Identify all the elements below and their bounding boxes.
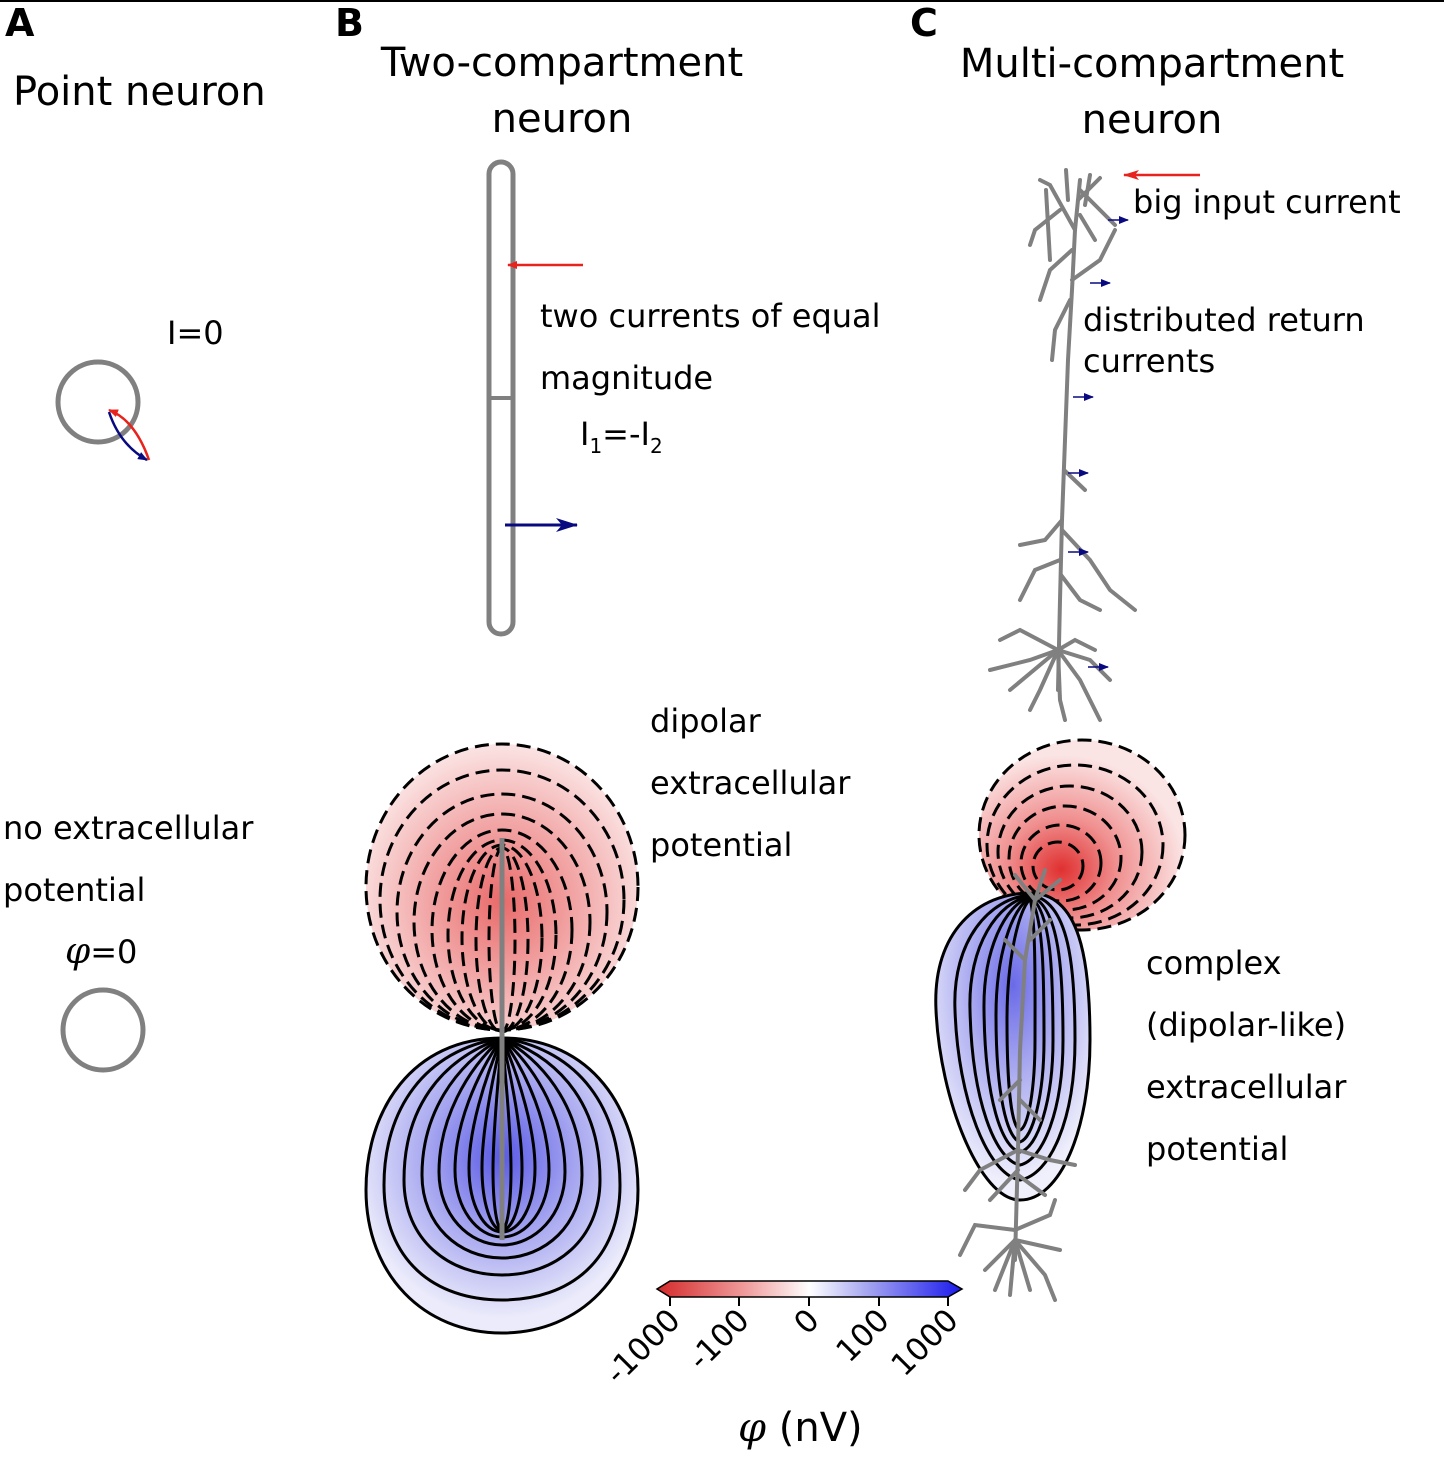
phi-symbol: φ <box>65 931 91 972</box>
tick-label-neg1000: -1000 <box>598 1302 687 1391</box>
panel-c-letter: C <box>910 1 938 45</box>
eq-i1: I <box>580 415 590 453</box>
panel-b-title-line2: neuron <box>491 96 633 142</box>
point-neuron-currents <box>107 408 151 462</box>
colorbar-tick-labels: -1000 -100 0 100 1000 <box>598 1302 965 1391</box>
panel-a-potential-line2: potential <box>3 871 146 909</box>
panel-a-phi-label: φ=0 <box>65 934 137 970</box>
panel-c-potential-line2: (dipolar-like) <box>1146 1006 1347 1044</box>
panel-c-title-line2: neuron <box>1081 97 1223 143</box>
panel-b-potential-line1: dipolar <box>650 702 761 740</box>
phi-value: =0 <box>90 933 138 971</box>
colorbar-unit: (nV) <box>766 1405 863 1451</box>
point-neuron-no-field <box>60 987 146 1073</box>
panel-c-potential-line1: complex <box>1146 944 1282 982</box>
panel-c-return-line1: distributed return <box>1083 301 1365 339</box>
panel-b-potential-line3: potential <box>650 826 793 864</box>
panel-c-potential-line4: potential <box>1146 1130 1289 1168</box>
tick-label-0: 0 <box>787 1302 826 1341</box>
colorbar-label: φ (nV) <box>738 1408 863 1448</box>
panel-c-title-line1: Multi-compartment <box>959 41 1345 87</box>
panel-c-return-line2: currents <box>1083 342 1216 380</box>
pyramidal-neuron-morphology <box>988 168 1137 722</box>
panel-a-potential-line1: no extracellular <box>3 809 254 847</box>
eq-sub1: 1 <box>589 434 603 458</box>
tick-label-1000: 1000 <box>884 1302 965 1383</box>
colorbar-ticks <box>669 1297 949 1306</box>
distributed-return-arrows <box>1068 216 1129 671</box>
top-border <box>0 0 1444 2</box>
panel-b-potential-line2: extracellular <box>650 764 851 802</box>
complex-negative-lobe <box>977 738 1187 932</box>
panel-a-title: Point neuron <box>13 69 266 115</box>
panel-b-currents-line2: magnitude <box>540 359 714 397</box>
two-compartment-cable <box>486 159 516 637</box>
colorbar-phi-symbol: φ <box>738 1405 767 1451</box>
panel-b-currents-line1: two currents of equal <box>540 297 881 335</box>
tick-label-neg100: -100 <box>681 1302 756 1377</box>
panel-a-current-label: I=0 <box>167 314 224 352</box>
point-neuron-soma <box>55 359 141 445</box>
colorbar <box>655 1280 964 1298</box>
panel-c-input-label: big input current <box>1133 183 1401 221</box>
panel-a-letter: A <box>5 1 35 45</box>
eq-mid: =-I <box>602 415 650 453</box>
eq-sub2: 2 <box>649 434 663 458</box>
panel-b-title-line1: Two-compartment <box>380 40 744 86</box>
field-morphology-overlay <box>958 868 1077 1302</box>
panel-c-potential-line3: extracellular <box>1146 1068 1347 1106</box>
panel-b-current-equation: I1=-I2 <box>580 418 663 456</box>
panel-b-letter: B <box>335 1 364 45</box>
complex-positive-lobe <box>934 891 1092 1202</box>
